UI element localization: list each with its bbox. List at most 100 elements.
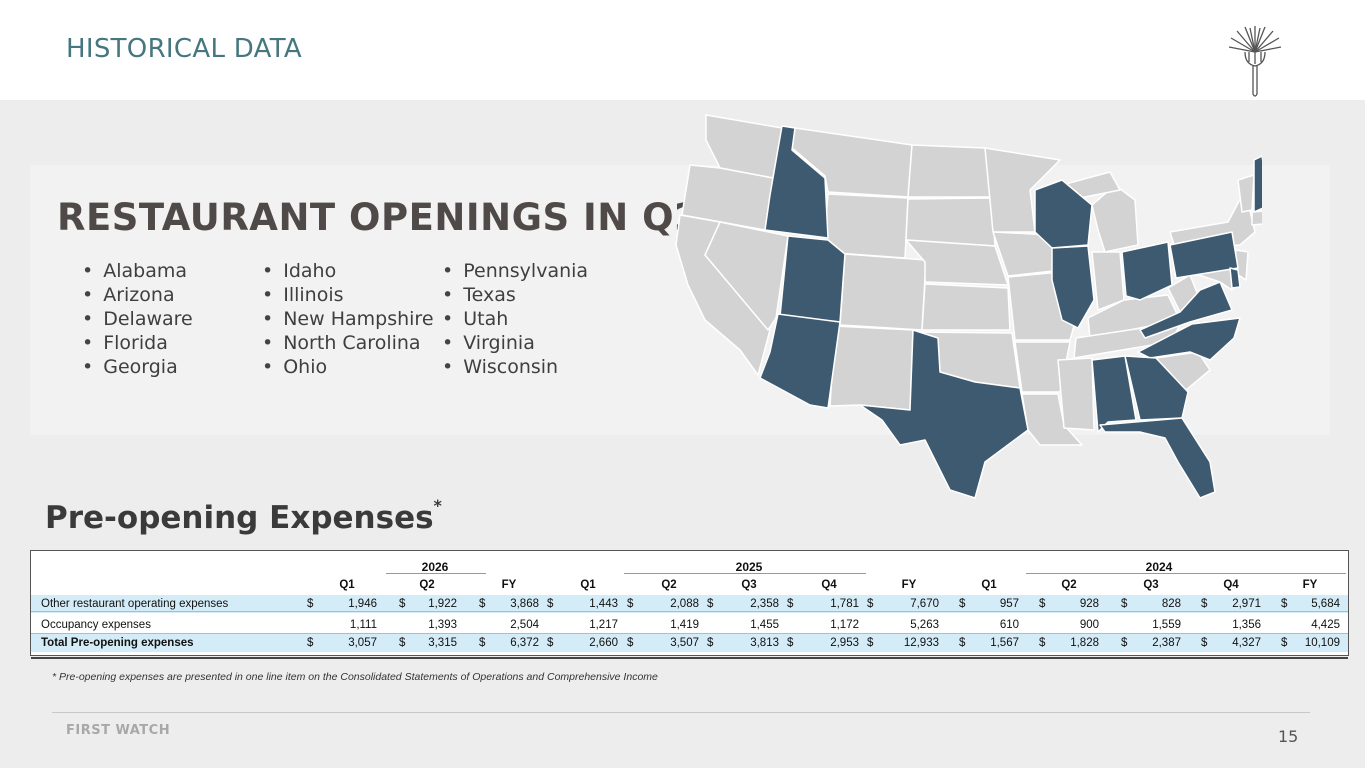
state-indiana	[1091, 251, 1125, 311]
row-label: Occupancy expenses	[41, 619, 151, 631]
state-florida-highlight	[1099, 417, 1216, 499]
state-ohio-highlight	[1121, 241, 1173, 301]
currency-symbol: $	[479, 598, 486, 610]
year-underline	[1026, 573, 1346, 574]
state-newmexico	[829, 325, 914, 411]
table-cell: 1,559	[1152, 619, 1181, 631]
page-title: HISTORICAL DATA	[66, 34, 302, 64]
currency-symbol: $	[1201, 637, 1208, 649]
state-item: Arizona	[82, 283, 193, 307]
state-michigan	[1091, 184, 1139, 253]
year-header-2026: 2026	[421, 560, 449, 574]
currency-symbol: $	[1039, 637, 1046, 649]
table-cell: 1,828	[1070, 637, 1099, 649]
table-cell: 610	[999, 619, 1019, 631]
header-gap	[867, 551, 869, 555]
state-virginia-highlight	[1139, 281, 1233, 339]
currency-symbol: $	[1281, 598, 1288, 610]
state-item: Idaho	[262, 259, 434, 283]
header-gap	[1267, 551, 1269, 555]
table-cell: 1,443	[589, 598, 618, 610]
state-wisconsin-highlight	[1034, 179, 1093, 249]
currency-symbol: $	[1039, 598, 1046, 610]
table-cell: 5,263	[910, 619, 939, 631]
year-underline	[624, 573, 866, 574]
year-header-2025: 2025	[735, 560, 763, 574]
quarter-header: Q3	[741, 579, 757, 591]
quarter-header: FY	[501, 579, 517, 591]
table-cell: 2,387	[1152, 637, 1181, 649]
fork-logo-icon	[1228, 26, 1282, 97]
first-row-band	[31, 595, 1348, 613]
table-cell: 2,504	[510, 619, 539, 631]
table-cell: 2,660	[589, 637, 618, 649]
row-label: Other restaurant operating expenses	[41, 598, 229, 610]
state-colorado	[839, 253, 927, 331]
footnote: * Pre-opening expenses are presented in …	[52, 671, 658, 683]
quarter-header: Q2	[661, 579, 677, 591]
row-label: Total Pre-opening expenses	[41, 637, 194, 649]
total-row-band	[31, 634, 1348, 652]
currency-symbol: $	[707, 598, 714, 610]
table-cell: 3,868	[510, 598, 539, 610]
currency-symbol: $	[627, 598, 634, 610]
table-cell: 1,922	[428, 598, 457, 610]
state-minnesota	[984, 147, 1061, 233]
quarter-header: Q4	[1223, 579, 1239, 591]
table-bottom-rule	[31, 657, 1348, 659]
table-cell: 3,507	[670, 637, 699, 649]
pre-opening-title-mark: *	[433, 495, 442, 515]
pre-opening-table: 2026 2025 2024 Q1 Q2 FY Q1 Q2 Q3 Q4 FY Q1 Q2 Q3 Q4 FY Ot…	[30, 550, 1349, 659]
table-cell: 4,327	[1232, 637, 1261, 649]
currency-symbol: $	[399, 598, 406, 610]
table-cell: 957	[999, 598, 1019, 610]
quarter-header: Q1	[339, 579, 355, 591]
table-cell: 1,419	[670, 619, 699, 631]
table-cell: 2,971	[1232, 598, 1261, 610]
currency-symbol: $	[1121, 598, 1128, 610]
quarter-header: FY	[1302, 579, 1318, 591]
table-cell: 1,172	[830, 619, 859, 631]
currency-symbol: $	[1281, 637, 1288, 649]
currency-symbol: $	[867, 637, 874, 649]
table-cell: 2,358	[750, 598, 779, 610]
quarter-header: Q1	[580, 579, 596, 591]
state-item: Georgia	[82, 355, 193, 379]
table-cell: 1,356	[1232, 619, 1261, 631]
state-arizona-highlight	[759, 313, 841, 409]
quarter-header: Q1	[981, 579, 997, 591]
state-utah-highlight	[779, 235, 846, 323]
quarter-header: Q2	[419, 579, 435, 591]
state-item: Wisconsin	[442, 355, 588, 379]
currency-symbol: $	[547, 598, 554, 610]
state-list-3: Pennsylvania Texas Utah Virginia Wiscons…	[442, 259, 588, 379]
year-underline	[386, 573, 486, 574]
state-item: Alabama	[82, 259, 193, 283]
quarter-header: Q2	[1061, 579, 1077, 591]
table-cell: 1,781	[830, 598, 859, 610]
header-gap	[1107, 551, 1109, 555]
state-arkansas	[1014, 341, 1071, 393]
table-rule	[31, 611, 1348, 612]
state-alabama-highlight	[1091, 355, 1137, 433]
table-cell: 828	[1161, 598, 1181, 610]
openings-title: RESTAURANT OPENINGS IN Q2	[57, 196, 701, 239]
year-header-2024: 2024	[1145, 560, 1173, 574]
header-gap	[387, 551, 389, 555]
currency-symbol: $	[707, 637, 714, 649]
table-cell: 5,684	[1311, 598, 1340, 610]
state-item: Florida	[82, 331, 193, 355]
table-cell: 4,425	[1311, 619, 1340, 631]
currency-symbol: $	[787, 598, 794, 610]
state-list-2: Idaho Illinois New Hampshire North Carol…	[262, 259, 434, 379]
us-map	[675, 114, 1262, 499]
table-cell: 2,088	[670, 598, 699, 610]
state-delaware-highlight	[1229, 267, 1241, 289]
table-cell: 1,393	[428, 619, 457, 631]
state-northcarolina-highlight	[1137, 317, 1241, 361]
currency-symbol: $	[399, 637, 406, 649]
state-item: Pennsylvania	[442, 259, 588, 283]
currency-symbol: $	[787, 637, 794, 649]
currency-symbol: $	[1201, 598, 1208, 610]
state-item: Delaware	[82, 307, 193, 331]
